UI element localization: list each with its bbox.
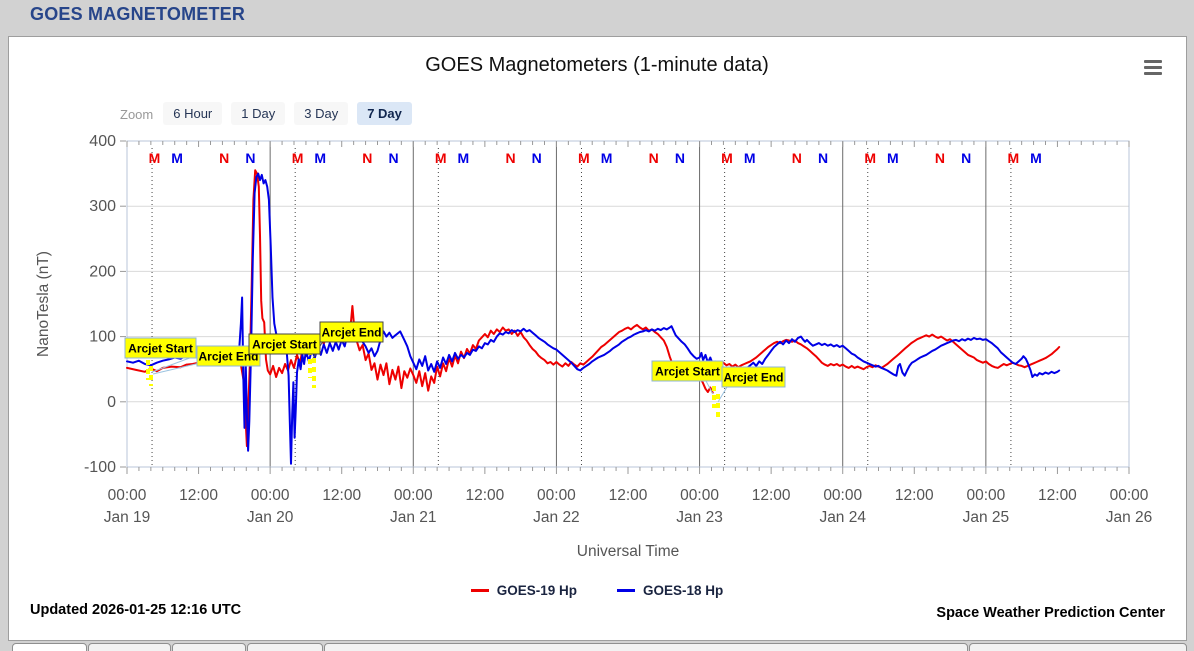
plot-area[interactable]	[127, 141, 1129, 467]
zoom-button-6-hour[interactable]: 6 Hour	[163, 102, 223, 125]
bottom-tab[interactable]	[324, 643, 968, 651]
hamburger-bar	[1144, 66, 1162, 69]
hamburger-menu-icon[interactable]	[1142, 59, 1164, 77]
zoom-button-7-day[interactable]: 7 Day	[357, 102, 412, 125]
page-title: GOES MAGNETOMETER	[30, 4, 246, 24]
bottom-tab[interactable]	[88, 643, 171, 651]
bottom-tab[interactable]	[247, 643, 323, 651]
legend-item-goes-19-hp[interactable]: GOES-19 Hp	[470, 583, 577, 598]
bottom-tab[interactable]	[172, 643, 246, 651]
updated-timestamp: Updated 2026-01-25 12:16 UTC	[30, 602, 242, 618]
bottom-tab-strip	[0, 643, 1194, 651]
zoom-button-3-day[interactable]: 3 Day	[294, 102, 349, 125]
legend-item-goes-18-hp[interactable]: GOES-18 Hp	[617, 583, 723, 598]
legend-line-icon	[617, 589, 635, 592]
source-credit: Space Weather Prediction Center	[936, 605, 1165, 621]
bottom-tab[interactable]	[12, 643, 87, 651]
legend-label: GOES-18 Hp	[643, 583, 724, 598]
zoom-button-1-day[interactable]: 1 Day	[231, 102, 286, 125]
hamburger-bar	[1144, 60, 1162, 63]
zoom-label: Zoom	[120, 106, 154, 122]
chart-title: GOES Magnetometers (1-minute data)	[425, 54, 769, 76]
legend-label: GOES-19 Hp	[496, 583, 577, 598]
zoom-controls: Zoom 6 Hour 1 Day 3 Day 7 Day	[120, 102, 421, 125]
chart-legend: GOES-19 Hp GOES-18 Hp	[8, 583, 1186, 598]
bottom-tab[interactable]	[969, 643, 1187, 651]
legend-line-icon	[470, 589, 489, 592]
hamburger-bar	[1144, 72, 1162, 75]
